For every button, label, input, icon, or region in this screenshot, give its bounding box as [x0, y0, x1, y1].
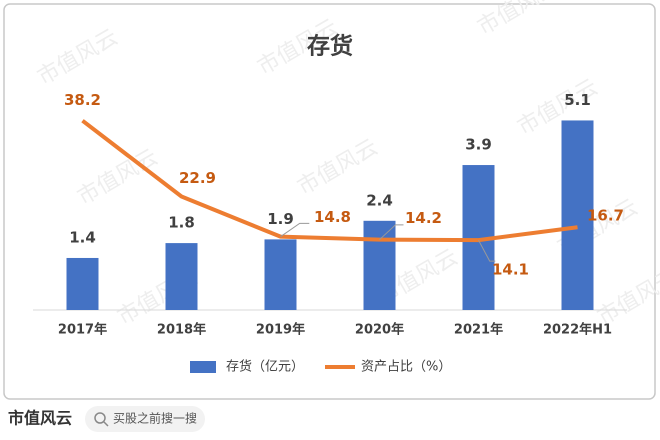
- x-tick-label: 2020年: [355, 322, 404, 338]
- label-leader: [379, 224, 404, 240]
- line-label: 16.7: [587, 207, 624, 225]
- chart-frame: [3, 3, 656, 400]
- line: [81, 119, 578, 243]
- x-tick-label: 2017年: [58, 322, 107, 338]
- line-label: 14.2: [405, 209, 442, 227]
- bar: [363, 220, 396, 310]
- bar: [264, 239, 297, 310]
- line-label: 22.9: [179, 169, 216, 187]
- footer-brand: 市值风云: [8, 409, 72, 428]
- bar: [561, 120, 594, 310]
- label-leader: [280, 222, 310, 238]
- x-tick-label: 2022年H1: [543, 322, 612, 338]
- search-icon-handle: [103, 421, 109, 427]
- label-leader: [478, 239, 496, 262]
- bar-label: 1.9: [267, 210, 294, 228]
- bar-label: 1.4: [69, 228, 96, 246]
- bar: [165, 243, 198, 310]
- line-label: 14.8: [314, 208, 351, 226]
- bar: [66, 257, 99, 310]
- legend-label: 存货（亿元）: [226, 359, 304, 375]
- bar-label: 2.4: [366, 191, 393, 209]
- legend-swatch: [190, 361, 216, 373]
- line-label: 38.2: [64, 91, 101, 109]
- x-tick-label: 2021年: [454, 322, 503, 338]
- bar-label: 1.8: [168, 214, 195, 232]
- legend-label: 资产占比（%）: [361, 360, 451, 375]
- line-label: 14.1: [492, 261, 529, 279]
- x-tick-label: 2018年: [157, 322, 206, 338]
- search-box[interactable]: [85, 406, 205, 432]
- x-tick-label: 2019年: [256, 322, 305, 338]
- bar-label: 3.9: [465, 136, 492, 154]
- search-icon: [94, 412, 106, 424]
- chart-title: 存货: [307, 33, 353, 60]
- bar-label: 5.1: [564, 91, 591, 109]
- search-text[interactable]: 买股之前搜一搜: [113, 411, 197, 426]
